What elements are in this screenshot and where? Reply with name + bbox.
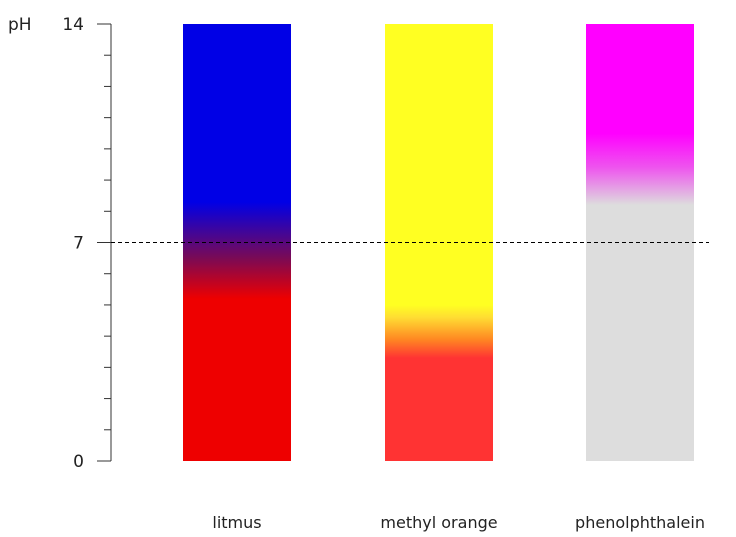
category-label: phenolphthalein [575,513,705,532]
y-tick-label: 0 [73,452,84,472]
y-axis-label: pH [8,15,32,35]
category-label: methyl orange [380,513,497,532]
category-label: litmus [212,513,261,532]
y-tick-labels: 0 7 14 [62,15,84,472]
y-tick-label: 7 [73,234,84,254]
y-tick-label: 14 [62,15,84,35]
category-labels: litmus methyl orange phenolphthalein [212,513,705,532]
y-ticks [97,23,111,462]
